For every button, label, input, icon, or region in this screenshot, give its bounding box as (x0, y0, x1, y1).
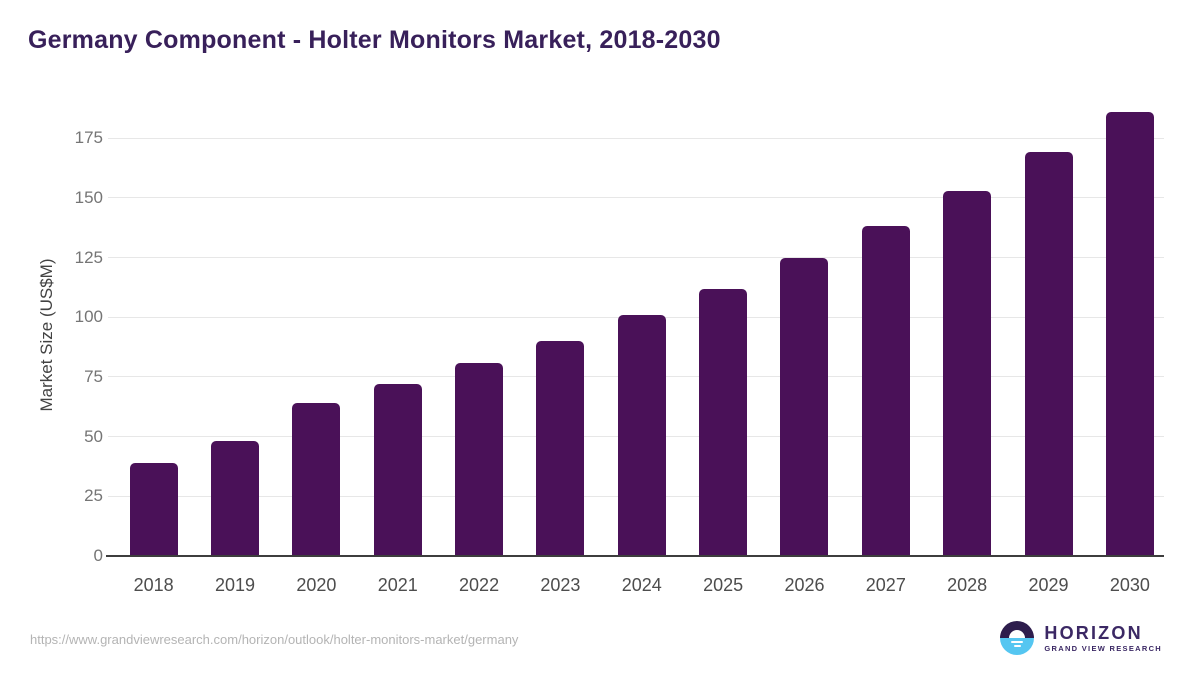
x-tick-label-2020: 2020 (296, 575, 337, 595)
x-tick-label-2028: 2028 (947, 575, 988, 595)
bar-2019[interactable] (211, 441, 260, 556)
x-axis-line (106, 555, 1164, 557)
horizon-sun-icon (1000, 621, 1035, 655)
x-tick-label-2018: 2018 (133, 575, 174, 595)
y-tick-label-175: 175 (74, 128, 103, 148)
bar-2030[interactable] (1105, 111, 1154, 556)
x-tick-label-2027: 2027 (865, 575, 906, 595)
y-tick-label-75: 75 (84, 366, 103, 386)
bar-2025[interactable] (699, 288, 748, 556)
bar-2022[interactable] (455, 362, 504, 556)
bar-2018[interactable] (129, 462, 178, 556)
bar-2026[interactable] (780, 257, 829, 556)
x-tick-label-2026: 2026 (784, 575, 825, 595)
bar-2028[interactable] (943, 190, 992, 556)
bar-2023[interactable] (536, 341, 585, 556)
gridline-y125 (108, 257, 1164, 258)
source-url: https://www.grandviewresearch.com/horizo… (30, 632, 519, 647)
logo-subtitle: GRAND VIEW RESEARCH (1044, 643, 1162, 653)
bar-2024[interactable] (617, 314, 666, 556)
bar-2029[interactable] (1024, 152, 1073, 556)
x-tick-label-2019: 2019 (214, 575, 256, 595)
sun-shape (1009, 630, 1026, 638)
x-tick-label-2025: 2025 (703, 575, 744, 595)
x-tick-label-2021: 2021 (377, 575, 418, 595)
chart-title: Germany Component - Holter Monitors Mark… (28, 26, 721, 54)
y-tick-label-50: 50 (84, 426, 103, 446)
logo-name: HORIZON (1044, 622, 1143, 643)
x-tick-label-2029: 2029 (1028, 575, 1069, 595)
x-tick-label-2022: 2022 (459, 575, 500, 595)
y-tick-label-150: 150 (74, 187, 103, 207)
gridline-y150 (108, 197, 1164, 199)
x-tick-label-2030: 2030 (1109, 575, 1150, 595)
logo-text: HORIZON GRAND VIEW RESEARCH (1044, 624, 1162, 653)
bar-2021[interactable] (373, 384, 422, 556)
x-tick-label-2023: 2023 (540, 575, 581, 595)
sun-reflection-line (1011, 640, 1024, 643)
y-tick-label-125: 125 (74, 247, 103, 267)
horizon-logo: HORIZON GRAND VIEW RESEARCH (1000, 621, 1162, 655)
gridline-y175 (108, 137, 1164, 139)
y-tick-label-25: 25 (84, 486, 103, 506)
y-tick-label-0: 0 (93, 546, 103, 565)
bar-2020[interactable] (292, 403, 341, 556)
x-tick-label-2024: 2024 (621, 575, 662, 595)
y-tick-label-100: 100 (74, 307, 103, 327)
bar-2027[interactable] (861, 226, 910, 556)
sun-reflection-line (1013, 645, 1021, 647)
